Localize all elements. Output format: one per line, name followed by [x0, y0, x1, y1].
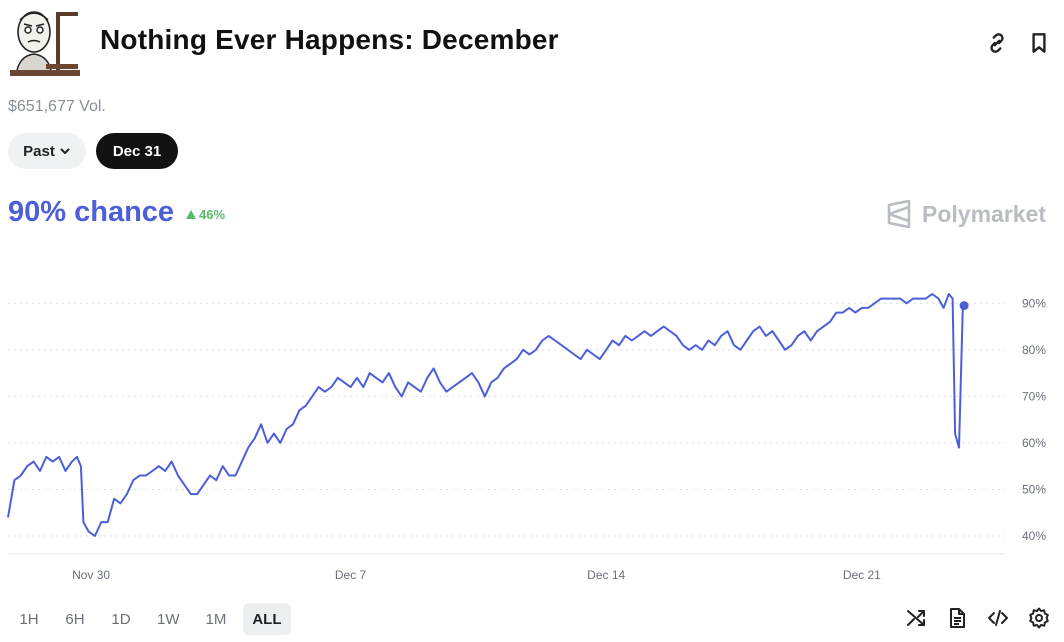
change-badge: 46%: [186, 207, 225, 222]
x-tick-label: Dec 7: [335, 568, 367, 582]
document-icon[interactable]: [945, 606, 969, 630]
past-dropdown[interactable]: Past: [8, 133, 86, 169]
y-tick-label: 60%: [1022, 436, 1046, 450]
shuffle-icon[interactable]: [904, 606, 928, 630]
brand-name: Polymarket: [922, 200, 1047, 227]
chevron-down-icon: [60, 148, 70, 154]
y-tick-label: 80%: [1022, 343, 1046, 357]
range-6h[interactable]: 6H: [65, 610, 85, 628]
date-tab-selected[interactable]: Dec 31: [96, 133, 178, 169]
current-point-marker: [959, 301, 969, 311]
code-icon[interactable]: [986, 606, 1010, 630]
bookmark-icon[interactable]: [1026, 30, 1052, 56]
range-1m[interactable]: 1M: [205, 610, 227, 628]
polymarket-brand: Polymarket: [886, 200, 1046, 228]
market-logo: [8, 6, 84, 80]
y-tick-label: 40%: [1022, 529, 1046, 543]
range-1w[interactable]: 1W: [157, 610, 180, 628]
x-tick-label: Dec 14: [587, 568, 625, 582]
volume-label: $651,677 Vol.: [8, 98, 106, 115]
link-icon[interactable]: [984, 30, 1010, 56]
settings-icon[interactable]: [1027, 606, 1051, 630]
market-title: Nothing Ever Happens: December: [100, 24, 559, 55]
polymarket-logo-icon: [887, 200, 911, 228]
y-tick-label: 70%: [1022, 389, 1046, 403]
x-tick-label: Nov 30: [72, 568, 110, 582]
probability-chart: 40% 50% 60% 70% 80% 90% Nov 30 Dec 7 Dec 14 Dec 2…: [7, 293, 1046, 582]
y-tick-label: 90%: [1022, 296, 1046, 310]
y-tick-label: 50%: [1022, 482, 1046, 496]
range-all[interactable]: ALL: [243, 603, 291, 635]
range-1d[interactable]: 1D: [111, 610, 131, 628]
time-range-selector: 1H 6H 1D 1W 1M ALL: [10, 603, 291, 635]
x-tick-label: Dec 21: [843, 568, 881, 582]
past-label: Past: [23, 142, 55, 160]
triangle-up-icon: [186, 210, 196, 219]
range-1h[interactable]: 1H: [19, 610, 39, 628]
chance-value: 90% chance: [8, 196, 175, 228]
change-value: 46%: [199, 207, 226, 222]
series-line: [7, 293, 965, 537]
